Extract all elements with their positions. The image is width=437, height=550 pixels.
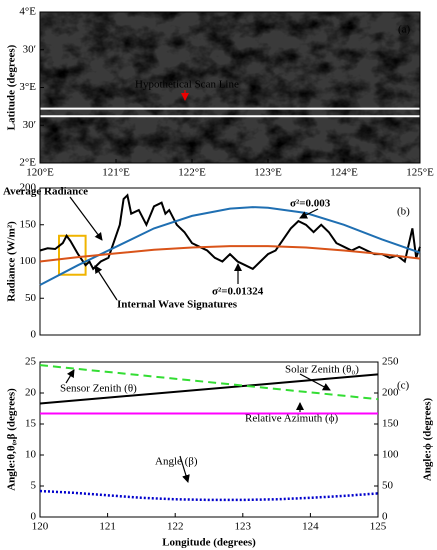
annotation: σ²=0.01324	[212, 286, 264, 298]
x-tick-label: 123°E	[254, 167, 282, 179]
y-tick-label: 0	[31, 329, 37, 341]
image-texture	[40, 12, 420, 163]
annotation: Hypothetical Scan Line	[135, 79, 239, 91]
annotation: Solar Zenith (θ₀)	[285, 364, 359, 376]
x-tick-label: 125°E	[406, 167, 434, 179]
annotation-arrow	[65, 369, 75, 384]
series-line	[39, 489, 379, 502]
annotation-arrow	[69, 196, 103, 241]
annotation: Sensor Zenith (θ)	[60, 383, 137, 395]
y-tick-label: 10	[25, 449, 37, 461]
y-axis-label: Angle:θ,θ₀,β (degrees)	[6, 388, 18, 491]
x-tick-label: 125	[370, 521, 387, 533]
highlight-box	[58, 234, 87, 276]
y-tick-label: 30′	[23, 43, 36, 55]
y-tick-label: 0	[31, 511, 37, 523]
x-tick-label: 122	[167, 521, 184, 533]
y2-axis-label: Angle:ϕ (degrees)	[422, 398, 434, 482]
annotation: Relative Azimuth (ϕ)	[245, 413, 338, 425]
y2-tick-label: 150	[382, 418, 399, 430]
y-tick-label: 15	[25, 418, 37, 430]
series-line	[39, 245, 421, 263]
y-tick-label: 200	[20, 182, 37, 194]
x-tick-label: 120	[32, 521, 49, 533]
y-tick-label: 25	[25, 356, 37, 368]
y-tick-label: 20	[25, 387, 37, 399]
y-tick-label: 50	[25, 292, 37, 304]
annotation: Internal Wave Signatures	[117, 299, 238, 311]
y2-tick-label: 100	[382, 449, 399, 461]
x-tick-label: 120°E	[26, 167, 54, 179]
x-tick-label: 124°E	[330, 167, 358, 179]
plot-frame	[39, 187, 421, 336]
y-tick-label: 30′	[23, 119, 36, 131]
y-tick-label: 100	[20, 255, 37, 267]
series-line	[39, 206, 421, 286]
y-tick-label: 2°E	[19, 157, 36, 169]
x-tick-label: 124	[302, 521, 319, 533]
x-tick-label: 121	[99, 521, 116, 533]
y2-tick-label: 0	[382, 511, 388, 523]
annotation-arrow	[299, 208, 319, 219]
y2-tick-label: 50	[382, 480, 394, 492]
x-axis-label: Longitude (degrees)	[162, 537, 256, 549]
y-axis-label: Latitude (degrees)	[6, 44, 18, 130]
y-tick-label: 150	[20, 218, 37, 230]
annotation-arrow	[299, 373, 331, 391]
plot-frame	[39, 361, 379, 518]
annotation: Average Radiance	[3, 186, 88, 198]
y-tick-label: 3°E	[19, 81, 36, 93]
y-tick-label: 4°E	[19, 6, 36, 18]
y2-tick-label: 200	[382, 387, 399, 399]
annotation: (c)	[397, 380, 410, 392]
annotation: (a)	[398, 24, 411, 36]
x-tick-label: 121°E	[102, 167, 130, 179]
annotation: σ²=0.003	[290, 198, 331, 210]
y2-tick-label: 250	[382, 356, 399, 368]
annotation: Angle (β)	[155, 456, 198, 468]
y-axis-label: Radiance (W/m²)	[6, 221, 18, 302]
x-tick-label: 123	[235, 521, 252, 533]
x-tick-label: 122°E	[178, 167, 206, 179]
annotation-arrow	[179, 455, 190, 483]
annotation-arrow	[94, 265, 118, 301]
y-tick-label: 5	[31, 480, 37, 492]
series-line	[39, 373, 379, 405]
annotation: (b)	[397, 206, 410, 218]
series-line	[39, 364, 379, 401]
